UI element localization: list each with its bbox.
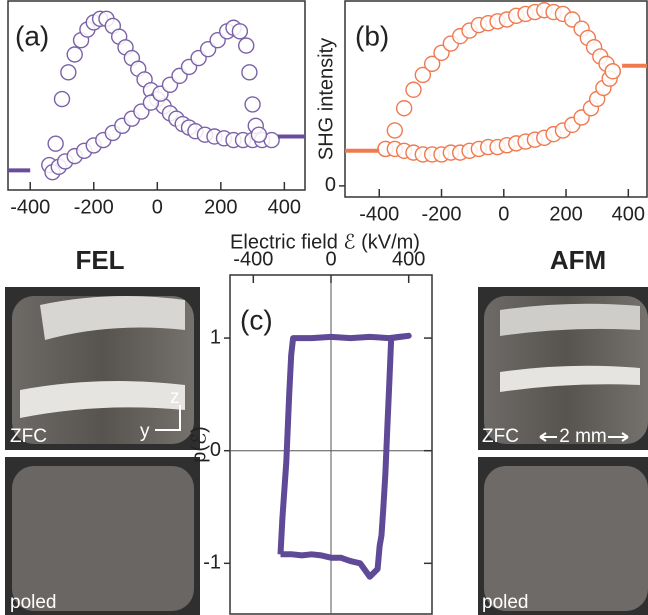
y-tick-label: 0 xyxy=(210,439,221,461)
panel-label: (a) xyxy=(15,20,49,51)
data-point xyxy=(604,63,621,80)
photo-right-bottom xyxy=(478,457,648,615)
axes-icon xyxy=(155,405,181,431)
y-tick-label: 1 xyxy=(210,326,221,348)
photo-label: ZFC xyxy=(10,426,47,447)
x-tick-label: 400 xyxy=(612,203,645,225)
axis-label: y xyxy=(140,421,150,442)
photo-left-bottom xyxy=(5,457,200,615)
x-tick-label: -400 xyxy=(10,196,50,218)
x-tick-label: 400 xyxy=(268,196,301,218)
x-tick-label: -400 xyxy=(359,203,399,225)
photo-right-top xyxy=(478,287,648,450)
data-point xyxy=(414,66,432,84)
x-tick-label: -400 xyxy=(233,248,273,270)
y-tick-label: 0 xyxy=(325,174,336,196)
data-point xyxy=(241,64,258,81)
x-tick-label: -200 xyxy=(421,203,461,225)
data-point xyxy=(66,46,83,63)
photo-label: ZFC xyxy=(482,426,519,447)
photo-left-top xyxy=(5,287,200,450)
data-point xyxy=(47,135,64,152)
axis-label: z xyxy=(170,387,180,408)
data-point xyxy=(244,96,261,113)
y-axis-label: p(ℰ) xyxy=(188,426,210,463)
scale-arrows xyxy=(539,432,629,442)
data-point xyxy=(231,23,249,40)
data-point xyxy=(405,81,422,98)
y-tick-label: -1 xyxy=(203,552,221,574)
photo-title: AFM xyxy=(550,245,606,275)
data-line xyxy=(277,332,412,580)
y-axis-label: SHG intensity xyxy=(315,38,337,160)
x-tick-label: 200 xyxy=(549,203,582,225)
x-tick-label: 0 xyxy=(498,203,509,225)
data-point xyxy=(238,37,255,54)
scale-label: 2 mm xyxy=(559,426,607,447)
panel-label: (b) xyxy=(355,20,389,51)
x-tick-label: 200 xyxy=(204,196,237,218)
data-point xyxy=(395,100,413,117)
data-point xyxy=(423,55,441,73)
plot-frame xyxy=(7,0,306,191)
data-point xyxy=(386,122,404,139)
photo-label: poled xyxy=(482,592,529,613)
photo-label: poled xyxy=(10,592,57,613)
data-point xyxy=(53,90,71,108)
x-tick-label: 400 xyxy=(392,248,425,270)
x-tick-label: 0 xyxy=(325,248,336,270)
plot-frame xyxy=(344,0,648,198)
x-tick-label: -200 xyxy=(74,196,114,218)
photo-title: FEL xyxy=(75,245,124,275)
x-tick-label: 0 xyxy=(152,196,163,218)
x-axis-label: Electric field ℰ (kV/m) xyxy=(230,231,420,253)
panel-label: (c) xyxy=(240,304,273,335)
data-point xyxy=(250,126,268,143)
data-point xyxy=(60,64,77,81)
